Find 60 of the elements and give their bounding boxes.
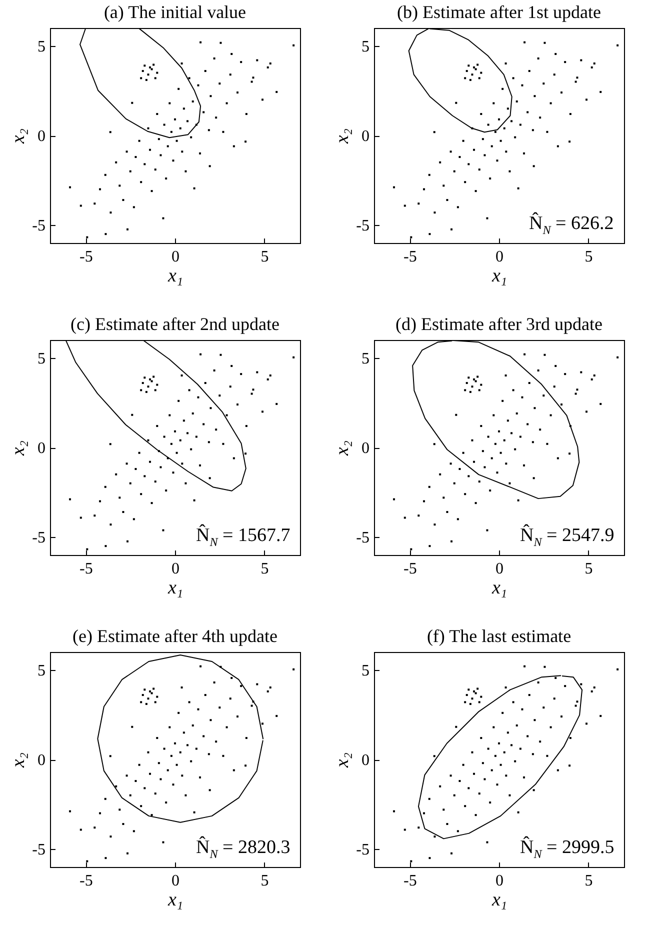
- y-tick-label: -5: [356, 218, 370, 235]
- y-tick-label: 5: [362, 38, 370, 56]
- y-tick-label: 0: [362, 440, 370, 457]
- y-axis-title: x₂: [8, 440, 30, 457]
- y-tick-label: 5: [38, 38, 46, 56]
- x-tick-label: 0: [172, 248, 180, 266]
- y-tick-label: 5: [362, 350, 370, 368]
- y-axis-title: x₂: [8, 752, 30, 769]
- annotation: N̂$_{N}$ = 626.2: [529, 213, 614, 238]
- y-axis-title: x₂: [8, 128, 30, 145]
- x-axis-title: x₁: [166, 578, 184, 598]
- x-axis-title: x₁: [490, 578, 508, 598]
- x-tick-label: -5: [404, 872, 417, 890]
- chart-title: (b) Estimate after 1st update: [397, 2, 601, 22]
- annotation: N̂$_{N}$ = 2820.3: [196, 837, 290, 862]
- y-tick-label: -5: [356, 530, 370, 547]
- x-axis-title: x₁: [490, 266, 508, 286]
- x-axis-title: x₁: [490, 890, 508, 910]
- x-tick-label: 0: [172, 872, 180, 890]
- x-tick-label: 0: [496, 560, 504, 578]
- x-tick-label: 5: [260, 560, 269, 578]
- x-axis-title: x₁: [166, 266, 184, 286]
- line-series: [97, 654, 264, 823]
- x-tick-label: -5: [80, 248, 93, 266]
- x-tick-label: 0: [172, 560, 180, 578]
- y-tick-label: 0: [38, 440, 46, 457]
- x-tick-label: 0: [496, 872, 504, 890]
- chart-title: (a) The initial value: [104, 2, 246, 22]
- annotation: N̂$_{N}$ = 1567.7: [196, 525, 290, 550]
- chart-title: (f) The last estimate: [426, 626, 572, 646]
- chart-title: (c) Estimate after 2nd update: [70, 314, 280, 334]
- y-axis-title: x₂: [332, 440, 354, 457]
- y-tick-label: -5: [356, 842, 370, 859]
- y-tick-label: 0: [362, 128, 370, 145]
- x-tick-label: 5: [584, 872, 593, 890]
- x-axis-title: x₁: [166, 890, 184, 910]
- y-axis-title: x₂: [332, 752, 354, 769]
- y-tick-label: 5: [362, 662, 370, 680]
- x-tick-label: 0: [496, 248, 504, 266]
- y-tick-label: -5: [32, 842, 46, 859]
- y-axis-title: x₂: [332, 128, 354, 145]
- x-tick-label: -5: [80, 872, 93, 890]
- annotation: N̂$_{N}$ = 2547.9: [520, 525, 614, 550]
- y-tick-label: -5: [32, 530, 46, 547]
- y-tick-label: 0: [38, 128, 46, 145]
- y-tick-label: 5: [38, 350, 46, 368]
- x-tick-label: -5: [404, 248, 417, 266]
- annotation: N̂$_{N}$ = 2999.5: [520, 837, 614, 862]
- x-tick-label: 5: [260, 872, 269, 890]
- x-tick-label: -5: [404, 560, 417, 578]
- y-tick-label: -5: [32, 218, 46, 235]
- y-tick-label: 0: [362, 752, 370, 769]
- x-tick-label: 5: [584, 560, 593, 578]
- chart-title: (e) Estimate after 4th update: [72, 626, 278, 646]
- chart-title: (d) Estimate after 3rd update: [396, 314, 602, 334]
- y-tick-label: 5: [38, 662, 46, 680]
- x-tick-label: 5: [260, 248, 269, 266]
- y-tick-label: 0: [38, 752, 46, 769]
- x-tick-label: -5: [80, 560, 93, 578]
- x-tick-label: 5: [584, 248, 593, 266]
